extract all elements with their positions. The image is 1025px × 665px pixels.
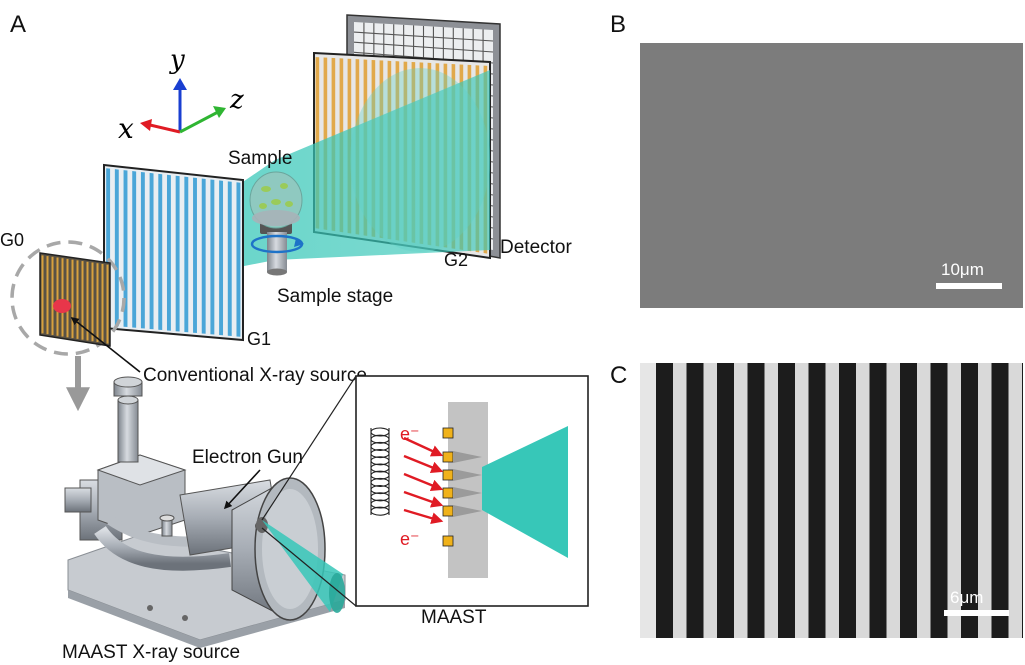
axis-label-x: x [118, 112, 134, 145]
stripe [778, 363, 795, 638]
label-sample: Sample [228, 148, 292, 169]
g0-highlight-circle [10, 240, 126, 356]
maast-output-beam [262, 520, 343, 612]
inset-beam [482, 426, 568, 558]
emitter-tips [442, 427, 482, 547]
sem-image-c: 6μm [640, 363, 1023, 638]
label-conventional-source: Conventional X-ray source [143, 365, 367, 386]
sem-image-b: 10μm [640, 43, 1023, 308]
inset-connector-bottom [261, 527, 357, 607]
stripe [808, 363, 826, 638]
grating-line [114, 169, 119, 327]
stripe [717, 363, 734, 638]
axis-label-y: y [169, 45, 185, 75]
grating-line [175, 175, 180, 332]
scalebar-b [936, 283, 1002, 289]
stripe [686, 363, 704, 638]
sample [249, 171, 303, 229]
maast-inset [355, 375, 589, 607]
label-detector: Detector [500, 237, 572, 258]
grating-line [227, 181, 232, 337]
stripe [991, 363, 1009, 638]
stripe [900, 363, 917, 638]
grating-line [236, 182, 241, 337]
grating-line [210, 179, 215, 335]
grating-line [166, 174, 171, 331]
panel-label-b: B [610, 11, 626, 38]
coordinate-axes: y x z [118, 45, 244, 145]
stripe [869, 363, 887, 638]
stripe [656, 363, 673, 638]
label-electron-gun: Electron Gun [192, 447, 303, 468]
label-g1: G1 [247, 329, 271, 349]
grating-line [132, 171, 137, 328]
electron-arrow [403, 454, 444, 473]
grating-line [158, 173, 163, 331]
stripe [1022, 363, 1023, 638]
grating-line [193, 177, 197, 334]
axis-label-z: z [229, 85, 244, 115]
stripe [930, 363, 948, 638]
label-electron-top: e⁻ [400, 424, 420, 444]
scalebar-c-label: 6μm [950, 588, 983, 607]
electron-gun-pointer [223, 469, 261, 510]
grating-line [184, 176, 189, 333]
label-maast: MAAST [421, 607, 487, 628]
electron-arrow [403, 490, 444, 508]
grating-line [140, 171, 145, 329]
maast-device [64, 376, 346, 648]
panel-label-a: A [10, 11, 26, 38]
grating-g1 [103, 163, 244, 342]
grating-line [219, 180, 224, 336]
x-ray-source-spot [53, 299, 71, 313]
grating-line [149, 172, 154, 330]
label-electron-bottom: e⁻ [400, 529, 420, 549]
label-sample-stage: Sample stage [277, 286, 393, 307]
electron-arrow [403, 472, 444, 491]
conventional-source-pointer [70, 317, 141, 373]
stripe [961, 363, 978, 638]
coil-icon [370, 427, 390, 516]
panel-label-c: C [610, 362, 627, 389]
grating-g0 [39, 252, 111, 347]
label-g2: G2 [444, 250, 468, 270]
inset-connector-top [261, 375, 357, 521]
stripe [747, 363, 765, 638]
scalebar-c [944, 610, 1009, 616]
scalebar-b-label: 10μm [941, 260, 984, 279]
label-g0: G0 [0, 230, 24, 250]
electron-arrow [403, 436, 444, 457]
electron-arrows [403, 436, 444, 525]
stripe [839, 363, 856, 638]
x-axis-arrow [149, 123, 181, 134]
label-maast-source: MAAST X-ray source [62, 642, 240, 663]
z-axis-arrow [179, 110, 219, 134]
electron-arrow [403, 508, 444, 525]
grating-line [201, 178, 206, 334]
